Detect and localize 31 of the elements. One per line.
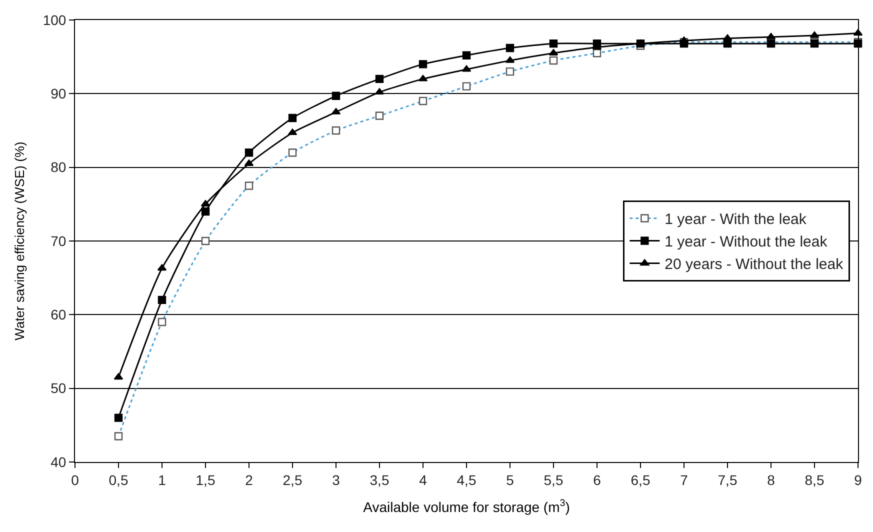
x-tick-label: 7	[680, 472, 688, 488]
x-tick-label: 4,5	[456, 472, 476, 488]
x-tick-label: 4	[419, 472, 428, 488]
x-tick-label: 2	[245, 472, 254, 488]
x-tick-label: 3,5	[370, 472, 390, 488]
x-tick-label: 1	[158, 472, 166, 488]
y-tick-label: 60	[50, 306, 66, 323]
y-tick-label: 90	[50, 86, 66, 102]
x-tick-label: 0,5	[108, 472, 128, 488]
x-tick-label: 7,5	[718, 472, 738, 488]
x-axis-title: Available volume for storage (m$^{3}$)	[363, 498, 570, 516]
x-tick-label: 8	[767, 472, 776, 488]
y-tick-label: 80	[50, 159, 66, 176]
legend-label: 20 years - Without the leak	[664, 256, 844, 274]
x-tick-label: 9	[854, 472, 862, 488]
legend-label: 1 year - Without the leak	[664, 234, 828, 251]
x-tick-label: 1,5	[196, 472, 216, 488]
x-tick-label: 6	[593, 472, 602, 488]
x-tick-label: 3	[332, 472, 340, 488]
x-tick-label: 6,5	[630, 472, 650, 488]
y-tick-label: 50	[50, 380, 66, 396]
x-tick-label: 8,5	[804, 472, 824, 488]
x-tick-label: 5,5	[544, 472, 564, 488]
y-tick-label: 40	[50, 454, 66, 470]
x-tick-label: 5	[506, 472, 514, 488]
y-axis-title: Water saving efficiency (WSE) (%)	[12, 142, 27, 340]
x-tick-label: 0	[71, 472, 80, 488]
x-tick-label: 2,5	[282, 472, 302, 488]
legend-label: 1 year - With the leak	[664, 211, 807, 228]
y-tick-label: 70	[50, 232, 66, 249]
y-tick-label: 100	[42, 12, 66, 28]
